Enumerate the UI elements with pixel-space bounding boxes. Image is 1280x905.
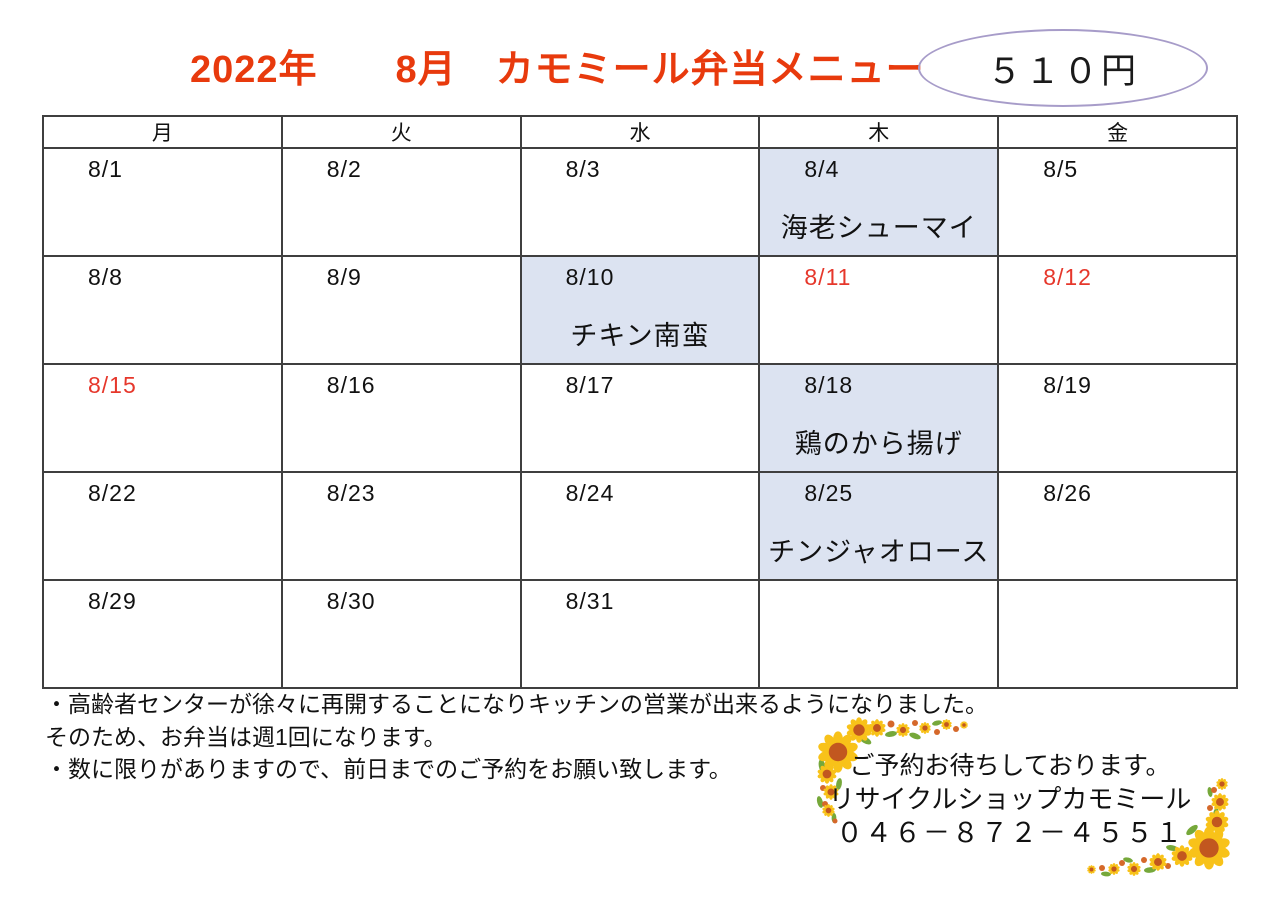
cell-date: 8/11 — [804, 264, 852, 290]
cell-date: 8/23 — [326, 480, 376, 506]
calendar-week-row: 8/29 8/30 8/31 — [42, 579, 1238, 689]
calendar-week-row: 8/22 8/23 8/24 8/25 チンジャオロース 8/26 — [42, 471, 1238, 581]
calendar-cell: 8/19 — [997, 363, 1238, 473]
cell-date: 8/5 — [1043, 156, 1079, 182]
cell-date: 8/10 — [565, 264, 615, 290]
cell-date: 8/22 — [88, 480, 137, 506]
calendar-cell: 8/15 — [42, 363, 283, 473]
calendar-cell: 8/12 — [997, 255, 1238, 365]
cell-date: 8/30 — [326, 588, 376, 614]
cell-date: 8/17 — [565, 372, 615, 398]
cell-menu-label: チキン南蛮 — [570, 321, 710, 351]
calendar-cell: 8/23 — [280, 471, 522, 581]
cell-date — [999, 581, 1236, 588]
weekday-header-wed: 水 — [519, 115, 761, 149]
cell-date: 8/19 — [1043, 372, 1092, 398]
cell-date: 8/1 — [88, 156, 123, 182]
calendar-cell: 8/9 — [280, 255, 522, 365]
calendar-cell: 8/4 海老シューマイ — [758, 147, 1000, 257]
calendar-cell — [758, 579, 1000, 689]
cell-date: 8/25 — [804, 480, 854, 506]
shop-name: リサイクルショップカモミール — [828, 784, 1192, 814]
weekday-header-mon: 月 — [42, 115, 283, 149]
calendar-cell: 8/3 — [519, 147, 761, 257]
calendar-cell: 8/2 — [280, 147, 522, 257]
weekday-header-thu: 木 — [758, 115, 1000, 149]
calendar-cell: 8/29 — [42, 579, 283, 689]
calendar-cell: 8/17 — [519, 363, 761, 473]
calendar-cell: 8/24 — [519, 471, 761, 581]
calendar-cell: 8/10 チキン南蛮 — [519, 255, 761, 365]
calendar-cell: 8/11 — [758, 255, 1000, 365]
cell-date: 8/2 — [326, 156, 362, 182]
reservation-message: ご予約お待ちしております。 — [849, 752, 1171, 780]
cell-date: 8/9 — [326, 264, 362, 290]
cell-date: 8/18 — [804, 372, 854, 398]
note-line: ・数に限りがありますので、前日までのご予約をお願い致します。 — [45, 756, 732, 782]
sunflower-decoration-top-left — [816, 717, 968, 824]
cell-date: 8/31 — [565, 588, 615, 614]
calendar-cell: 8/1 — [42, 147, 283, 257]
cell-date: 8/8 — [88, 264, 123, 290]
cell-date — [760, 581, 997, 588]
cell-menu-label: チンジャオロース — [768, 537, 990, 567]
calendar-cell: 8/26 — [997, 471, 1238, 581]
cell-date: 8/26 — [1043, 480, 1092, 506]
cell-date: 8/24 — [565, 480, 615, 506]
price-text: ５１０円 — [986, 51, 1139, 91]
cell-date: 8/12 — [1043, 264, 1092, 290]
calendar-table: 月 火 水 木 金 8/1 8/2 8/3 — [42, 115, 1238, 689]
cell-menu-label: 鶏のから揚げ — [794, 429, 963, 459]
calendar-week-row: 8/15 8/16 8/17 8/18 鶏のから揚げ 8/19 — [42, 363, 1238, 473]
cell-menu-label: 海老シューマイ — [780, 213, 977, 243]
weekday-header-tue: 火 — [280, 115, 522, 149]
cell-date: 8/15 — [88, 372, 137, 398]
note-line: ・高齢者センターが徐々に再開することになりキッチンの営業が出来るようになりました… — [45, 691, 988, 717]
calendar-cell: 8/30 — [280, 579, 522, 689]
sunflower-decoration-bottom-right — [1087, 778, 1231, 877]
page-title: 2022年 8月 カモミール弁当メニュー — [190, 49, 925, 91]
cell-date: 8/4 — [804, 156, 840, 182]
phone-number: ０４６－８７２－４５５１ — [836, 818, 1184, 848]
cell-date: 8/16 — [326, 372, 376, 398]
calendar-cell: 8/8 — [42, 255, 283, 365]
calendar-cell: 8/25 チンジャオロース — [758, 471, 1000, 581]
weekday-header-row: 月 火 水 木 金 — [42, 115, 1238, 149]
calendar-cell — [997, 579, 1238, 689]
contact-block: ご予約お待ちしております。 リサイクルショップカモミール ０４６－８７２－４５５… — [828, 750, 1192, 850]
cell-date: 8/29 — [88, 588, 137, 614]
calendar-week-row: 8/8 8/9 8/10 チキン南蛮 8/11 8/12 — [42, 255, 1238, 365]
price-badge: ５１０円 — [918, 29, 1208, 107]
cell-date: 8/3 — [565, 156, 601, 182]
calendar-cell: 8/18 鶏のから揚げ — [758, 363, 1000, 473]
weekday-header-fri: 金 — [997, 115, 1238, 149]
calendar-cell: 8/5 — [997, 147, 1238, 257]
calendar-cell: 8/22 — [42, 471, 283, 581]
note-line: そのため、お弁当は週1回になります。 — [45, 723, 447, 750]
calendar-cell: 8/16 — [280, 363, 522, 473]
calendar-week-row: 8/1 8/2 8/3 8/4 海老シューマイ 8/5 — [42, 147, 1238, 257]
calendar-cell: 8/31 — [519, 579, 761, 689]
notes-block: ・高齢者センターが徐々に再開することになりキッチンの営業が出来るようになりました… — [45, 688, 988, 786]
